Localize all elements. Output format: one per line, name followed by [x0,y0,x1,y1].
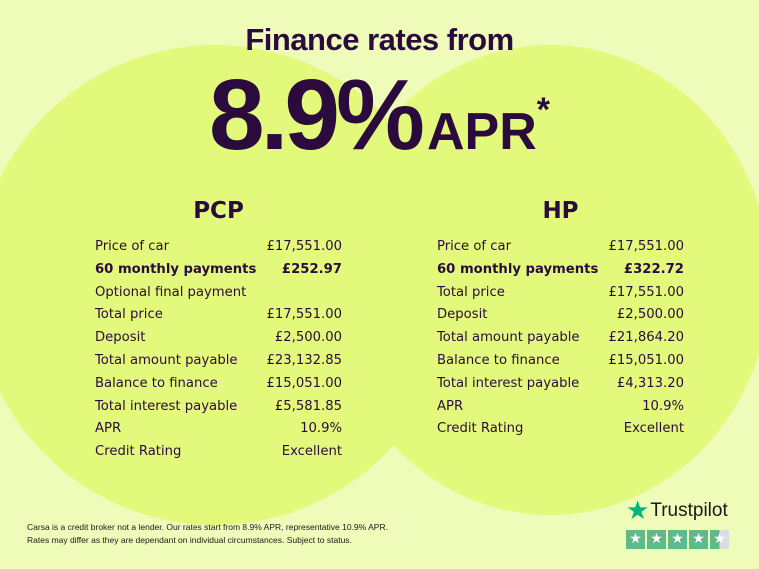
table-row: Balance to finance £15,051.00 [95,373,342,396]
row-value: 10.9% [642,398,684,414]
table-row: Deposit £2,500.00 [95,327,342,350]
star-icon: ★ [668,530,687,549]
row-label: Total price [95,307,163,323]
row-value: £17,551.00 [266,307,342,323]
row-label: Deposit [95,330,146,346]
row-label: Price of car [95,239,170,254]
disclaimer-line: Rates may differ as they are dependant o… [27,535,352,545]
background-circle-right [330,45,759,515]
row-value: £21,864.20 [608,330,684,346]
table-row: Total interest payable £5,581.85 [95,396,342,419]
hp-table: HP Price of car £17,551.00 60 monthly paym… [437,198,684,441]
trustpilot-name: Trustpilot [650,499,728,521]
row-label: Total amount payable [95,352,238,368]
asterisk: * [536,91,550,129]
table-row: Total amount payable £23,132.85 [95,350,342,373]
table-row: Optional final payment [95,282,342,305]
table-row: Credit Rating Excellent [95,441,342,464]
row-value: £15,051.00 [266,375,342,391]
star-icon: ★ [647,530,666,549]
rate-display: 8.9% APR* [0,58,759,173]
row-label: Deposit [437,307,488,323]
trustpilot-star-icon: ★ [626,495,650,525]
table-row: APR 10.9% [437,396,684,419]
table-row: Total price £17,551.00 [437,282,684,305]
trustpilot-rating: ★ ★ ★ ★ ★ [626,530,729,549]
table-row: Credit Rating Excellent [437,418,684,441]
row-value: £322.72 [623,261,684,277]
table-row: Price of car £17,551.00 [95,236,342,259]
row-value: £17,551.00 [266,239,342,254]
row-label: Credit Rating [95,444,182,460]
row-label: Total price [437,284,505,300]
disclaimer: Carsa is a credit broker not a lender. O… [27,521,388,547]
apr-label: APR [426,103,537,161]
row-value: £5,581.85 [274,398,342,414]
pcp-table: PCP Price of car £17,551.00 60 monthly pay… [95,198,342,464]
table-row: Balance to finance £15,051.00 [437,350,684,373]
rate-value: 8.9% [209,59,425,171]
table-row: Total interest payable £4,313.20 [437,373,684,396]
row-value: Excellent [281,444,342,460]
table-row: 60 monthly payments £252.97 [95,259,342,282]
row-label: Optional final payment [95,284,247,300]
row-label: 60 monthly payments [437,261,599,277]
row-label: Credit Rating [437,421,524,437]
row-value: Excellent [623,421,684,437]
table-row: Deposit £2,500.00 [437,304,684,327]
row-value: £23,132.85 [266,352,342,368]
row-label: Total interest payable [95,398,238,414]
row-value: £15,051.00 [608,352,684,368]
row-label: Total interest payable [437,375,580,391]
row-label: Balance to finance [95,375,218,391]
pcp-title: PCP [193,198,244,224]
table-row: Total amount payable £21,864.20 [437,327,684,350]
row-label: APR [95,421,122,437]
row-label: Total amount payable [437,330,580,346]
table-row: 60 monthly payments £322.72 [437,259,684,282]
trustpilot-badge: ★ Trustpilot ★ ★ ★ ★ ★ [626,495,729,549]
star-icon: ★ [626,530,645,549]
hp-title: HP [542,198,579,224]
row-value: £17,551.00 [608,284,684,300]
row-value: £4,313.20 [616,375,684,391]
headline: Finance rates from [245,22,514,57]
row-value: £2,500.00 [616,307,684,323]
row-label: 60 monthly payments [95,261,257,277]
disclaimer-line: Carsa is a credit broker not a lender. O… [27,522,388,532]
row-value: £2,500.00 [274,330,342,346]
row-value: £252.97 [281,261,342,277]
row-value: £17,551.00 [608,239,684,254]
row-value: 10.9% [300,421,342,437]
row-label: Price of car [437,239,512,254]
star-icon: ★ [689,530,708,549]
half-star-icon: ★ [710,530,729,549]
table-row: APR 10.9% [95,418,342,441]
table-row: Total price £17,551.00 [95,304,342,327]
row-label: APR [437,398,464,414]
table-row: Price of car £17,551.00 [437,236,684,259]
row-label: Balance to finance [437,352,560,368]
